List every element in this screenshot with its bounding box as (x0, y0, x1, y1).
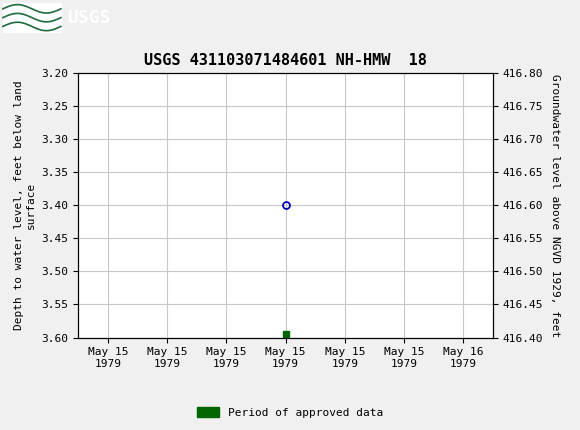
Legend: Period of approved data: Period of approved data (193, 403, 387, 422)
Y-axis label: Groundwater level above NGVD 1929, feet: Groundwater level above NGVD 1929, feet (550, 74, 560, 337)
FancyBboxPatch shape (3, 3, 61, 32)
Y-axis label: Depth to water level, feet below land
surface: Depth to water level, feet below land su… (14, 80, 36, 330)
Title: USGS 431103071484601 NH-HMW  18: USGS 431103071484601 NH-HMW 18 (144, 53, 427, 68)
Text: USGS: USGS (67, 9, 110, 27)
